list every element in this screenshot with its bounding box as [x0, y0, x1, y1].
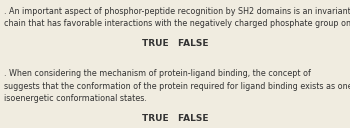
Text: TRUE   FALSE: TRUE FALSE — [142, 114, 208, 123]
Text: chain that has favorable interactions with the negatively charged phosphate grou: chain that has favorable interactions wi… — [4, 19, 350, 28]
Text: suggests that the conformation of the protein required for ligand binding exists: suggests that the conformation of the pr… — [4, 82, 350, 91]
Text: TRUE   FALSE: TRUE FALSE — [142, 39, 208, 48]
Text: isoenergetic conformational states.: isoenergetic conformational states. — [4, 94, 147, 103]
Text: . An important aspect of phosphor-peptide recognition by SH2 domains is an invar: . An important aspect of phosphor-peptid… — [4, 7, 350, 16]
Text: . When considering the mechanism of protein-ligand binding, the concept of: . When considering the mechanism of prot… — [4, 70, 314, 78]
